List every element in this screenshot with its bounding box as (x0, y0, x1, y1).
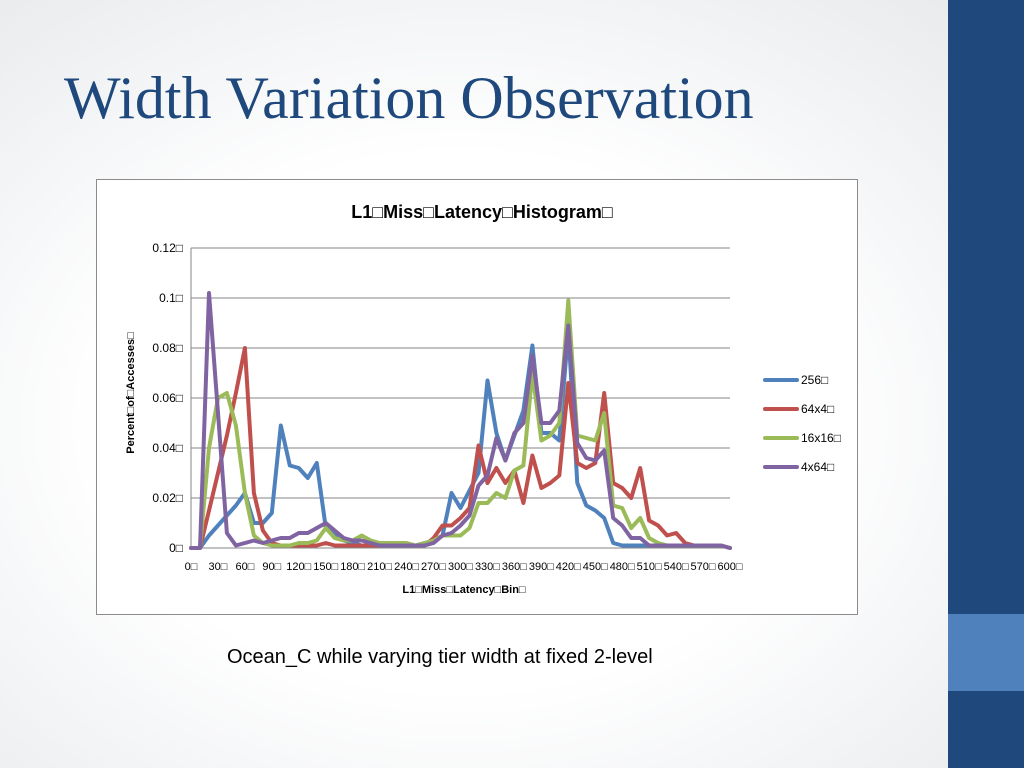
chart-frame: 0□ 0.02□ 0.04□ 0.06□ 0.08□ 0.1□ 0.12□ 0□ 30□ 60□ 9… (96, 179, 858, 615)
x-tick-label: 0□ (185, 561, 198, 573)
x-tick-label: 540□ (664, 561, 689, 573)
x-tick-label: 90□ (262, 561, 281, 573)
legend-label: 256□ (801, 373, 828, 387)
axes (190, 248, 730, 549)
x-tick-label: 120□ (286, 561, 311, 573)
legend-label: 16x16□ (801, 431, 841, 445)
legend-label: 64x4□ (801, 402, 834, 416)
slide-title: Width Variation Observation (64, 65, 754, 131)
x-tick-label: 600□ (718, 561, 743, 573)
series-line-4 (189, 291, 732, 550)
x-tick-label: 210□ (367, 561, 392, 573)
right-band-accent (948, 614, 1024, 691)
x-tick-label: 60□ (235, 561, 254, 573)
x-tick-label: 360□ (502, 561, 527, 573)
y-tick-label: 0.02□ (152, 491, 183, 505)
slide-caption: Ocean_C while varying tier width at fixe… (227, 646, 653, 668)
latency-histogram-chart: 0□ 0.02□ 0.04□ 0.06□ 0.08□ 0.1□ 0.12□ 0□ 30□ 60□ 9… (125, 202, 841, 596)
x-tick-label: 300□ (448, 561, 473, 573)
series-line-1 (189, 328, 732, 550)
legend: 256□ 64x4□ 16x16□ 4x64□ (763, 373, 841, 474)
chart-title: L1□Miss□Latency□Histogram□ (351, 202, 613, 222)
legend-label: 4x64□ (801, 460, 834, 474)
x-tick-label: 480□ (610, 561, 635, 573)
y-tick-label: 0.08□ (152, 341, 183, 355)
x-tick-label: 270□ (421, 561, 446, 573)
x-tick-label: 510□ (637, 561, 662, 573)
y-axis-label: Percent□of□Accesses□ (125, 332, 137, 454)
y-tick-label: 0.12□ (152, 241, 183, 255)
tick-labels: 0□ 0.02□ 0.04□ 0.06□ 0.08□ 0.1□ 0.12□ 0□ 30□ 60□ 9… (152, 241, 742, 573)
y-tick-label: 0.1□ (159, 291, 183, 305)
x-tick-label: 390□ (529, 561, 554, 573)
y-tick-label: 0□ (169, 541, 183, 555)
x-tick-label: 180□ (340, 561, 365, 573)
x-tick-label: 450□ (583, 561, 608, 573)
x-axis-label: L1□Miss□Latency□Bin□ (402, 584, 526, 596)
x-tick-label: 30□ (209, 561, 228, 573)
y-tick-label: 0.04□ (152, 441, 183, 455)
x-tick-label: 570□ (691, 561, 716, 573)
series-lines (189, 291, 732, 550)
x-tick-label: 420□ (556, 561, 581, 573)
gridlines (191, 247, 730, 499)
x-tick-label: 240□ (394, 561, 419, 573)
y-tick-label: 0.06□ (152, 391, 183, 405)
x-tick-label: 330□ (475, 561, 500, 573)
x-tick-label: 150□ (313, 561, 338, 573)
series-line-3 (189, 298, 732, 550)
